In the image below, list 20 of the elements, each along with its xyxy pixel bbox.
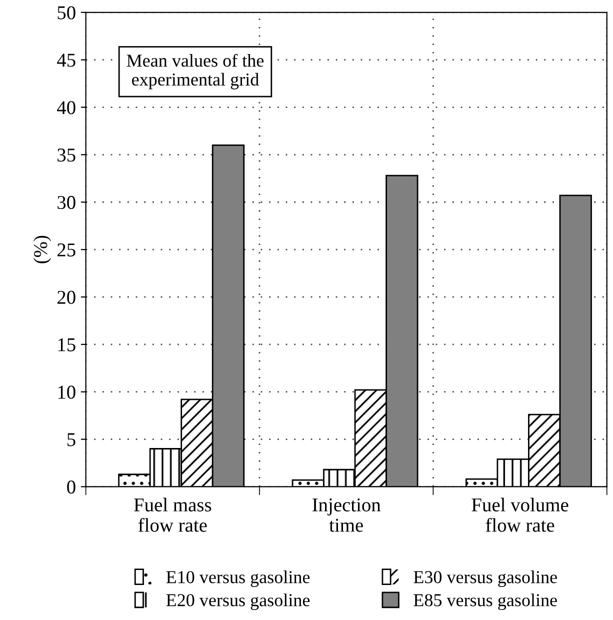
legend-label: E10 versus gasoline xyxy=(166,570,310,587)
legend-label: E85 versus gasoline xyxy=(414,594,557,610)
y-tick-label: 50 xyxy=(58,6,76,20)
annotation: Mean values of the experimental grid xyxy=(126,54,264,90)
y-tick-label: 35 xyxy=(58,148,76,162)
legend-label: E20 versus gasoline xyxy=(166,594,310,610)
legend-label: E30 versus gasoline xyxy=(414,570,557,587)
y-tick-label: 0 xyxy=(67,480,76,494)
y-tick-label: 5 xyxy=(68,433,76,446)
y-tick-label: 10 xyxy=(58,386,76,399)
y-tick-label: 30 xyxy=(58,196,76,210)
y-tick-label: 25 xyxy=(58,243,76,256)
y-tick-label: 15 xyxy=(58,338,76,352)
y-tick-label: 40 xyxy=(57,101,76,114)
y-tick-label: 20 xyxy=(58,290,76,304)
x-tick-label: Fuel volume flow rate xyxy=(472,498,568,532)
y-tick-label: 45 xyxy=(57,54,76,67)
x-tick-label: Injection time xyxy=(312,498,381,532)
y-axis-title: (%) xyxy=(33,236,52,264)
x-tick-label: Fuel mass flow rate xyxy=(134,498,212,532)
